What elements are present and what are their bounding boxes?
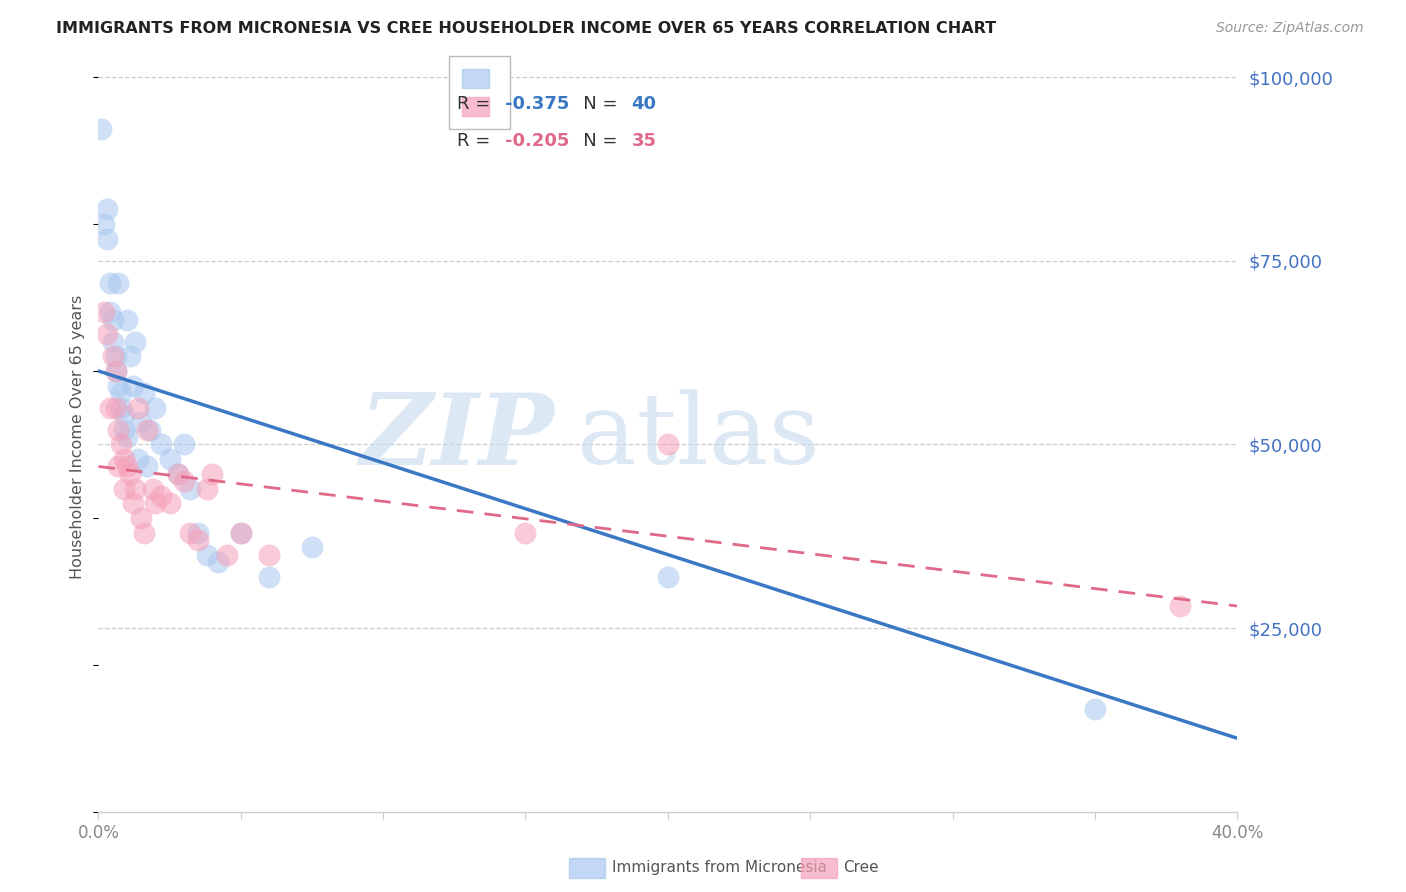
Point <box>118 349 141 363</box>
Point <box>173 474 195 488</box>
Point <box>121 378 143 392</box>
Point <box>657 437 679 451</box>
Text: Cree: Cree <box>844 861 879 875</box>
Point <box>259 569 281 583</box>
Text: Source: ZipAtlas.com: Source: ZipAtlas.com <box>1216 21 1364 35</box>
Point <box>112 452 135 467</box>
Point <box>159 496 181 510</box>
Point <box>201 467 224 481</box>
Point <box>1084 702 1107 716</box>
Point <box>118 467 141 481</box>
Point <box>124 334 146 349</box>
Point <box>112 482 135 496</box>
Point <box>107 459 129 474</box>
Point <box>90 121 112 136</box>
Point <box>101 349 124 363</box>
Point <box>207 555 229 569</box>
Point <box>107 276 129 290</box>
Point <box>259 548 281 562</box>
Point <box>159 452 181 467</box>
Text: N =: N = <box>567 132 624 150</box>
Point <box>229 525 252 540</box>
Point <box>135 423 157 437</box>
Point <box>101 334 124 349</box>
Point <box>93 305 115 319</box>
Point <box>112 408 135 422</box>
Point <box>112 423 135 437</box>
Point <box>187 525 209 540</box>
Point <box>657 569 679 583</box>
Point <box>101 312 124 326</box>
Point <box>167 467 190 481</box>
Point <box>107 423 129 437</box>
Point <box>167 467 190 481</box>
Point <box>135 459 157 474</box>
Text: Immigrants from Micronesia: Immigrants from Micronesia <box>612 861 827 875</box>
Point <box>1170 599 1192 613</box>
Point <box>301 541 323 555</box>
Legend: , : , <box>449 56 510 129</box>
Point <box>195 482 218 496</box>
Point <box>215 548 238 562</box>
Point <box>104 401 127 415</box>
Point <box>145 496 167 510</box>
Point <box>96 232 118 246</box>
Text: 40: 40 <box>631 95 657 112</box>
Point <box>179 482 201 496</box>
Point <box>110 437 132 451</box>
Point <box>173 437 195 451</box>
Text: atlas: atlas <box>576 389 820 485</box>
Point <box>104 364 127 378</box>
Point <box>115 459 138 474</box>
Point <box>150 489 173 503</box>
Point <box>129 511 152 525</box>
Point <box>127 452 149 467</box>
Text: -0.375: -0.375 <box>505 95 569 112</box>
Text: IMMIGRANTS FROM MICRONESIA VS CREE HOUSEHOLDER INCOME OVER 65 YEARS CORRELATION : IMMIGRANTS FROM MICRONESIA VS CREE HOUSE… <box>56 21 997 36</box>
Point <box>115 312 138 326</box>
Point <box>121 496 143 510</box>
Point <box>129 416 152 430</box>
Point <box>132 525 155 540</box>
Point <box>110 401 132 415</box>
Text: R =: R = <box>457 95 496 112</box>
Point <box>96 327 118 342</box>
Y-axis label: Householder Income Over 65 years: Householder Income Over 65 years <box>70 295 86 579</box>
Point <box>141 482 163 496</box>
Point <box>195 548 218 562</box>
Point <box>107 378 129 392</box>
Point <box>124 482 146 496</box>
Text: 35: 35 <box>631 132 657 150</box>
Point <box>138 423 160 437</box>
Point <box>93 217 115 231</box>
Point <box>115 430 138 444</box>
Point <box>110 386 132 401</box>
Text: -0.205: -0.205 <box>505 132 569 150</box>
Point <box>145 401 167 415</box>
Point <box>515 525 537 540</box>
Point <box>104 364 127 378</box>
Point <box>98 276 121 290</box>
Point <box>98 401 121 415</box>
Point <box>179 525 201 540</box>
Point <box>132 386 155 401</box>
Text: R =: R = <box>457 132 496 150</box>
Point <box>150 437 173 451</box>
Point <box>229 525 252 540</box>
Point <box>98 305 121 319</box>
Point <box>127 401 149 415</box>
Text: ZIP: ZIP <box>359 389 554 485</box>
Text: N =: N = <box>567 95 624 112</box>
Point <box>104 349 127 363</box>
Point <box>96 202 118 217</box>
Point <box>187 533 209 547</box>
